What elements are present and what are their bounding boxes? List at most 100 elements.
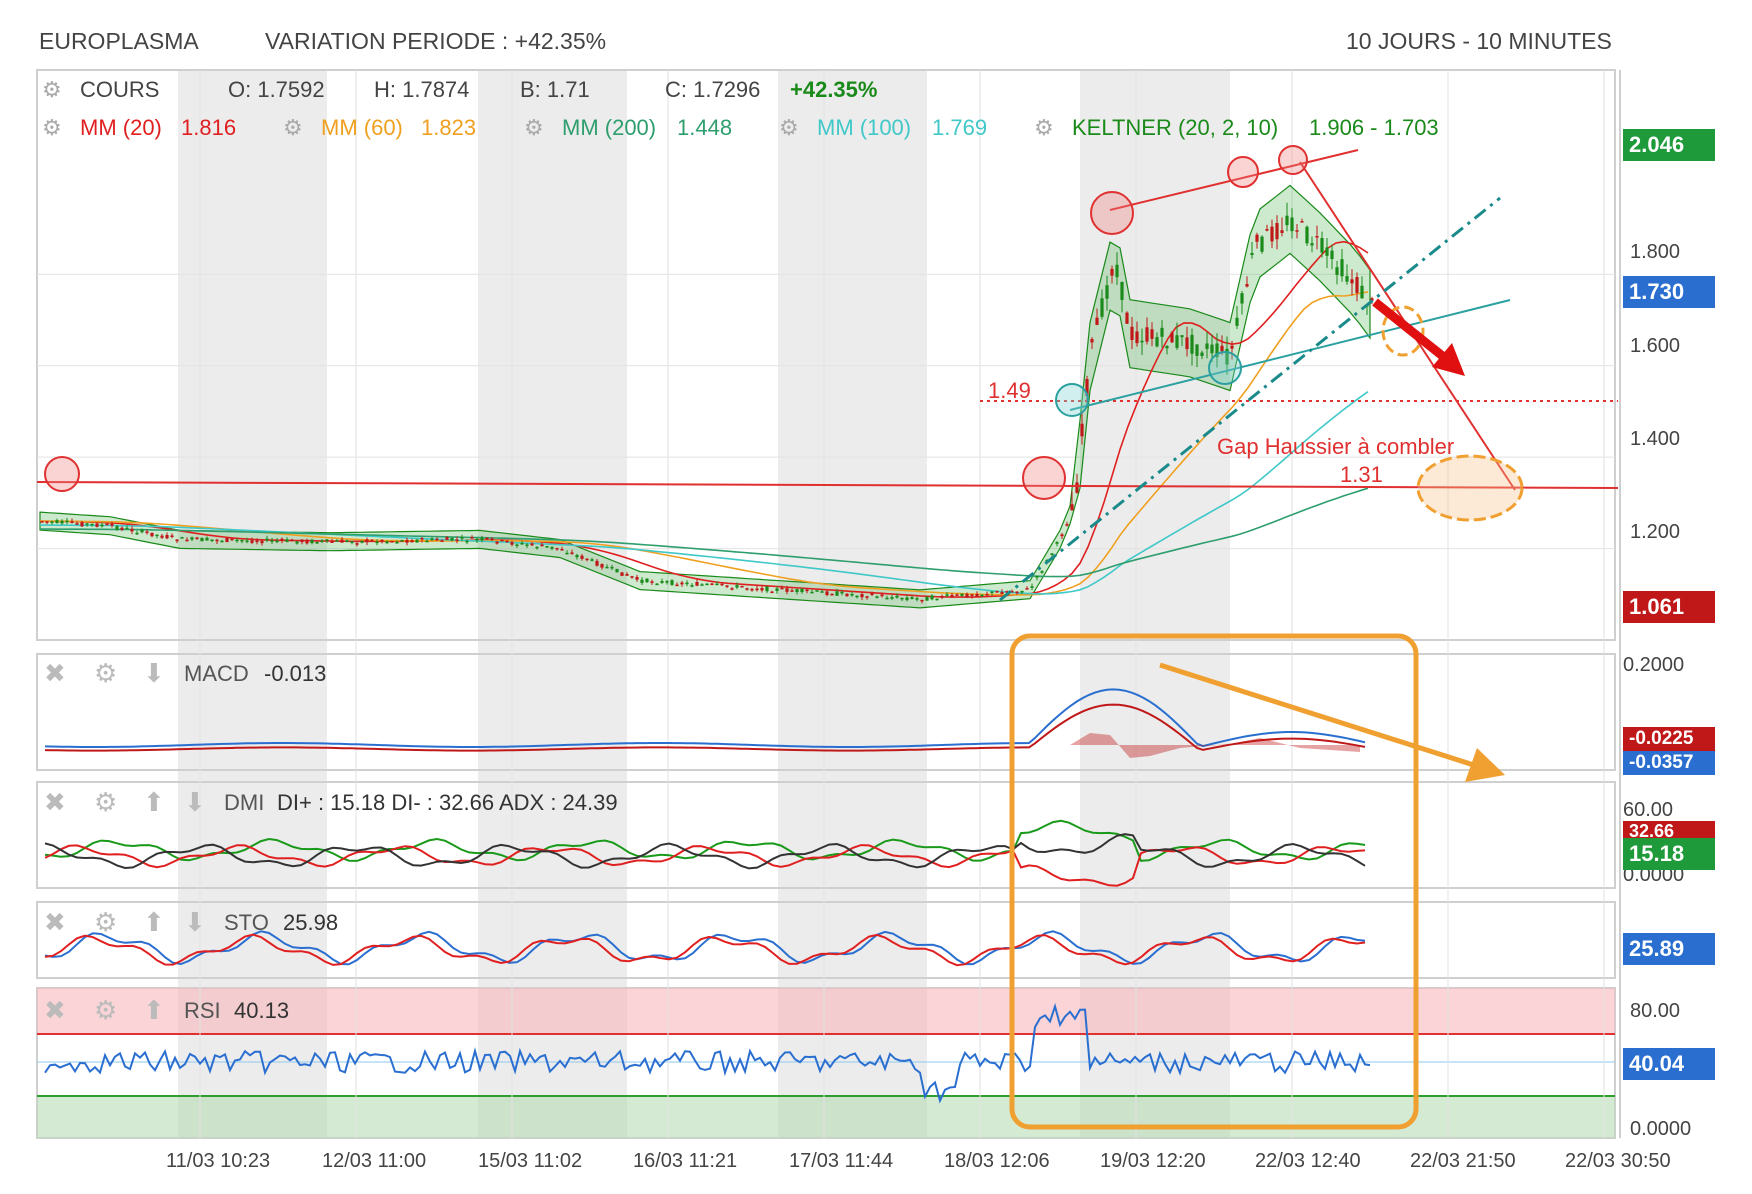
- candle-body: [350, 541, 354, 543]
- candle-body: [1230, 345, 1234, 349]
- candle-body: [475, 538, 479, 541]
- candle-body: [1235, 317, 1239, 326]
- candle-body: [565, 552, 569, 555]
- mm100-value: 1.769: [932, 115, 988, 140]
- time-label-6: 19/03 12:20: [1100, 1150, 1206, 1172]
- orange-arrow-shaft: [1159, 662, 1481, 770]
- candle-body: [485, 537, 489, 540]
- candle-body: [545, 546, 549, 548]
- peak-circle-3: [1227, 156, 1259, 188]
- period-label[interactable]: 10 JOURS - 10 MINUTES: [1346, 28, 1612, 54]
- dmi-close-icon[interactable]: ✖: [44, 787, 66, 817]
- candle-body: [220, 540, 224, 543]
- candle-body: [155, 534, 159, 537]
- candle-body: [480, 537, 484, 541]
- candle-body: [830, 593, 834, 596]
- candle-body: [290, 539, 294, 542]
- rsi-value: 40.13: [234, 998, 290, 1023]
- candle-body: [1150, 329, 1154, 339]
- candle-body: [1240, 293, 1244, 304]
- rsi-up-icon[interactable]: ⬆: [143, 995, 165, 1025]
- candle-body: [935, 598, 939, 601]
- candle-body: [955, 594, 959, 596]
- candle-body: [270, 540, 274, 542]
- candle-body: [940, 595, 944, 598]
- candle-body: [40, 521, 44, 523]
- candle-body: [720, 583, 724, 586]
- candle-body: [215, 539, 219, 542]
- candle-body: [555, 547, 559, 550]
- candle-body: [150, 532, 154, 537]
- badge-low: 1.061: [1623, 591, 1715, 623]
- candle-body: [1055, 542, 1059, 544]
- top-trend-line: [1109, 149, 1359, 211]
- candle-body: [690, 585, 694, 587]
- mm60-gear-icon[interactable]: ⚙: [283, 115, 303, 140]
- time-label-9: 22/03 30:50: [1565, 1150, 1671, 1172]
- candle-body: [395, 541, 399, 544]
- rsi-gear-icon[interactable]: ⚙: [94, 995, 118, 1025]
- candle-body: [1145, 327, 1149, 342]
- dmi-gear-icon[interactable]: ⚙: [94, 787, 118, 817]
- dmi-up-icon[interactable]: ⬆: [143, 787, 165, 817]
- candle-body: [615, 568, 619, 573]
- macd-gear-icon[interactable]: ⚙: [94, 658, 118, 688]
- sto-down-icon[interactable]: ⬇: [184, 907, 206, 937]
- candle-body: [1315, 236, 1319, 238]
- sto-up-icon[interactable]: ⬆: [143, 907, 165, 937]
- rsi-close-icon[interactable]: ✖: [44, 995, 66, 1025]
- rsi-axis-top: 80.00: [1630, 1000, 1681, 1022]
- peak-circle-1: [1022, 456, 1066, 500]
- candle-body: [170, 535, 174, 537]
- candle-body: [1195, 344, 1199, 356]
- dmi-down-icon[interactable]: ⬇: [184, 787, 206, 817]
- candle-body: [1310, 243, 1314, 246]
- candle-body: [320, 540, 324, 542]
- sto-d-line: [44, 933, 1366, 967]
- candle-body: [375, 541, 379, 544]
- macd-close-icon[interactable]: ✖: [44, 658, 66, 688]
- macd-down-icon[interactable]: ⬇: [143, 658, 165, 688]
- candle-body: [1275, 223, 1279, 240]
- candle-body: [875, 596, 879, 598]
- candle-body: [210, 539, 214, 541]
- candle-body: [1070, 504, 1074, 511]
- cours-label: COURS: [80, 77, 160, 102]
- candle-body: [1005, 591, 1009, 593]
- sto-gear-icon[interactable]: ⚙: [94, 907, 118, 937]
- candle-body: [250, 540, 254, 543]
- candle-body: [1325, 247, 1329, 256]
- sto-close-icon[interactable]: ✖: [44, 907, 66, 937]
- macd-histogram: [1070, 733, 1360, 758]
- adx-line: [44, 833, 1366, 870]
- cours-gear-icon[interactable]: ⚙: [42, 77, 62, 102]
- mm20-gear-icon[interactable]: ⚙: [42, 115, 62, 140]
- keltner-gear-icon[interactable]: ⚙: [1034, 115, 1054, 140]
- rsi-line: [44, 1002, 1371, 1104]
- candle-body: [845, 593, 849, 597]
- candle-body: [260, 540, 264, 544]
- candle-body: [1350, 279, 1354, 284]
- candle-body: [1210, 344, 1214, 354]
- candle-body: [675, 584, 679, 587]
- candle-body: [1025, 588, 1029, 590]
- panel-frame-1: [36, 653, 1616, 771]
- candle-body: [640, 579, 644, 583]
- candle-body: [275, 540, 279, 543]
- mm200-gear-icon[interactable]: ⚙: [524, 115, 544, 140]
- candle-body: [1270, 226, 1274, 242]
- peak-circle-4: [1278, 145, 1308, 175]
- time-label-0: 11/03 10:23: [166, 1150, 271, 1172]
- candle-body: [180, 537, 184, 539]
- candle-body: [1360, 285, 1364, 299]
- candle-body: [710, 583, 714, 586]
- support-circle-1: [1208, 351, 1242, 385]
- candle-body: [80, 522, 84, 527]
- candle-body: [425, 540, 429, 543]
- candle-body: [1220, 345, 1224, 352]
- candle-body: [995, 591, 999, 593]
- mm100-gear-icon[interactable]: ⚙: [779, 115, 799, 140]
- mm20-line: [39, 240, 1369, 598]
- change-value: +42.35%: [790, 77, 878, 102]
- macd-axis-top: 0.2000: [1623, 654, 1685, 676]
